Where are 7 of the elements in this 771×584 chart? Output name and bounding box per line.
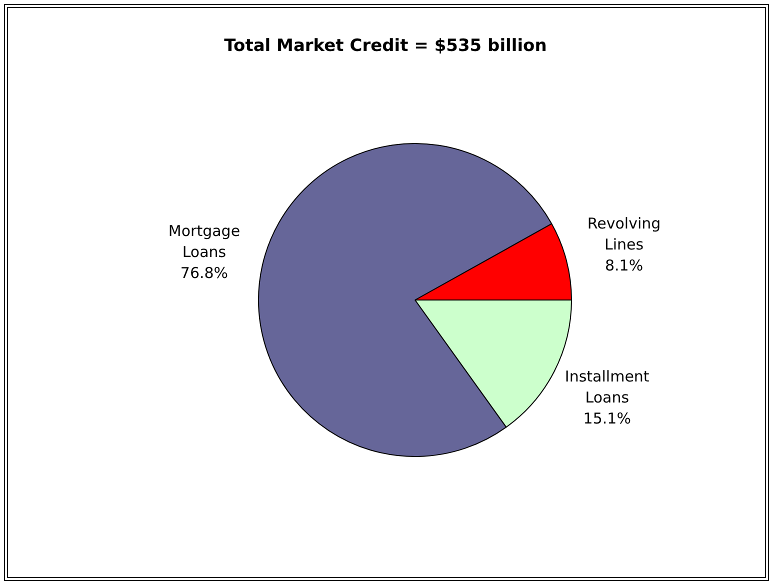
data-label: 76.8% <box>180 264 228 282</box>
slice-label: Installment Loans <box>564 368 650 407</box>
chart-title: Total Market Credit = $535 billion <box>223 36 548 56</box>
slice-label: Mortgage Loans <box>168 222 240 261</box>
slice-label: Revolving Lines <box>587 214 661 254</box>
data-label: 15.1% <box>583 410 631 428</box>
data-label: 8.1% <box>604 256 644 275</box>
